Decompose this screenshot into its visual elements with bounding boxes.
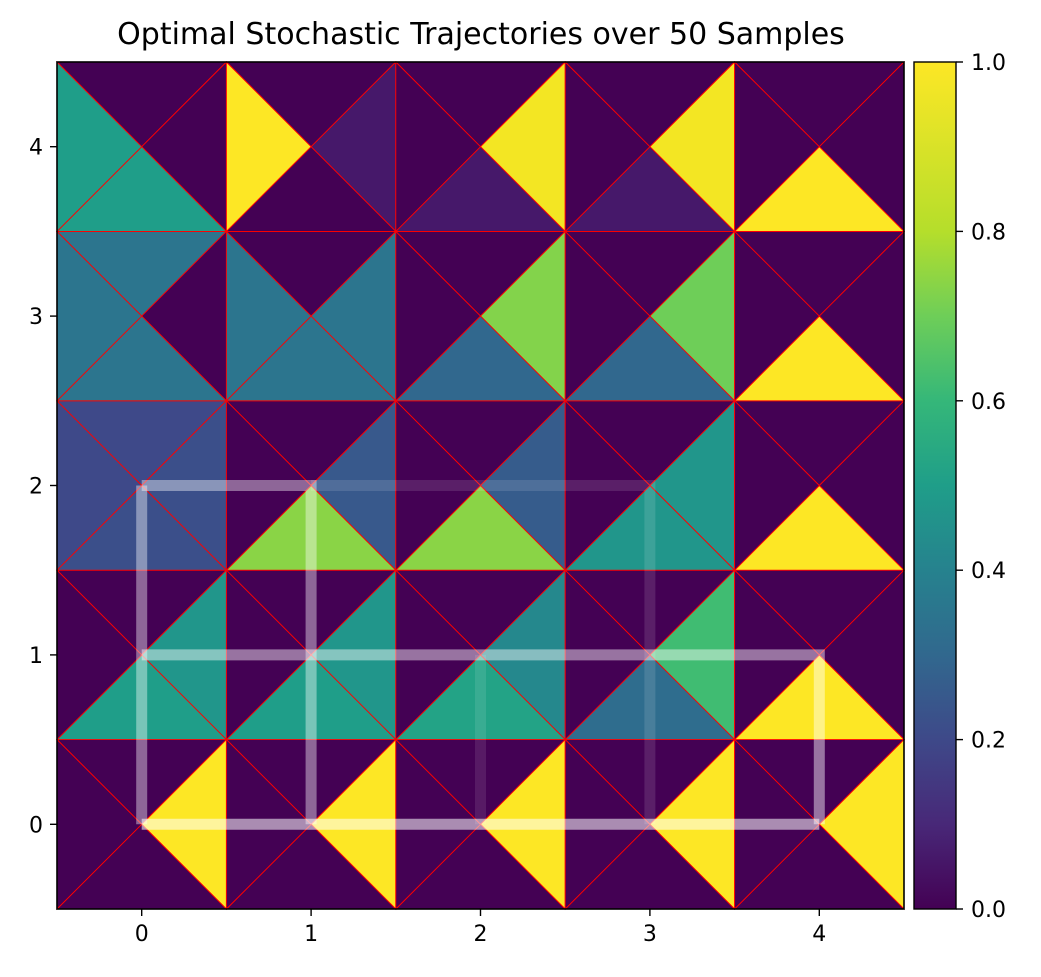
- colorbar-tick-label: 0.6: [971, 390, 1006, 415]
- x-tick-label: 1: [304, 922, 318, 947]
- colorbar: 0.0 0.2 0.4 0.6 0.8 1.0: [913, 51, 1006, 923]
- colorbar-tick-label: 0.2: [971, 729, 1006, 754]
- cell-triangle-4-2-left: [734, 399, 820, 572]
- cell-triangle-2-3-left: [395, 230, 482, 402]
- y-tick-label: 2: [29, 475, 43, 500]
- cell-triangle-3-2-left: [564, 399, 651, 572]
- cell-triangle-3-1-left: [564, 569, 651, 741]
- trajectory-group: [136, 480, 825, 830]
- y-tick-label: 3: [29, 305, 43, 330]
- cell-triangle-4-1-left: [734, 569, 820, 741]
- trajectory-path-4: [311, 480, 656, 825]
- x-tick-label: 4: [812, 922, 826, 947]
- cell-triangle-2-1-left: [395, 569, 482, 741]
- chart-title: Optimal Stochastic Trajectories over 50 …: [117, 17, 845, 52]
- cell-triangle-1-3-left: [225, 230, 312, 402]
- y-tick-label: 0: [29, 813, 43, 838]
- cell-triangle-1-2-left: [225, 399, 312, 572]
- y-tick-label: 4: [29, 136, 43, 161]
- cell-triangle-2-2-left: [395, 399, 482, 572]
- cell-triangle-4-3-left: [734, 230, 820, 402]
- cell-triangle-4-4-left: [734, 60, 820, 233]
- x-tick-label: 3: [643, 922, 657, 947]
- colorbar-tick-label: 0.4: [971, 559, 1006, 584]
- cell-triangle-3-3-left: [564, 230, 651, 402]
- colorbar-tick-label: 0.0: [971, 898, 1006, 923]
- cell-triangle-1-4-left: [225, 60, 312, 233]
- x-tick-label: 2: [474, 922, 488, 947]
- heatmap-plot-area: [55, 60, 906, 911]
- colorbar-gradient: [913, 61, 957, 910]
- x-axis: 0 1 2 3 4: [135, 909, 826, 947]
- y-tick-label: 1: [29, 644, 43, 669]
- colorbar-tick-label: 0.8: [971, 220, 1006, 245]
- trajectory-path-2: [141, 480, 317, 825]
- cell-triangle-3-4-left: [564, 60, 651, 233]
- cell-triangle-1-1-left: [225, 569, 312, 741]
- colorbar-tick-label: 1.0: [971, 51, 1006, 76]
- x-tick-label: 0: [135, 922, 149, 947]
- trajectory-path-3: [141, 649, 825, 825]
- y-axis: 0 1 2 3 4: [29, 136, 57, 838]
- cell-triangle-2-4-left: [395, 60, 482, 233]
